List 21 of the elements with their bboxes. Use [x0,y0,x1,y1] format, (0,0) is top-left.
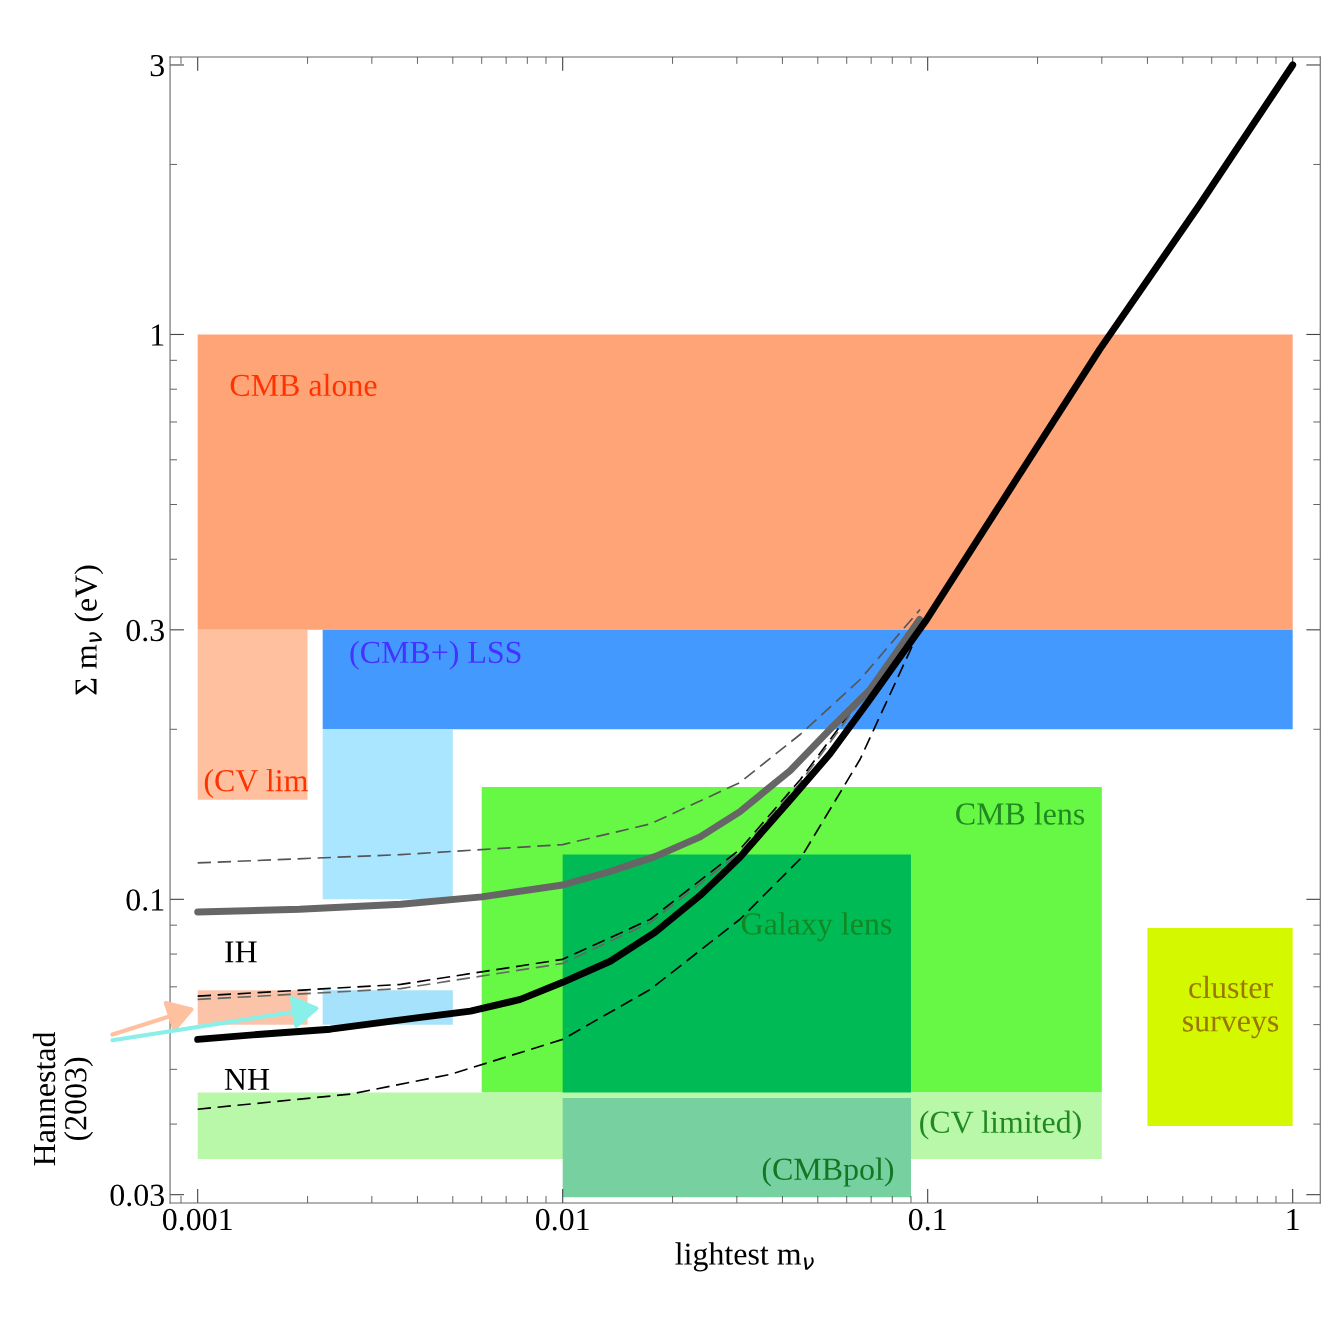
annotation: CMB alone [230,373,377,397]
y-tick-label: 3 [150,54,164,77]
x-axis-title: lightest m$_{ν}$ [675,1242,814,1272]
annotation: CMB lens [956,802,1085,825]
series-label: IH [225,941,257,963]
text: Hannestad (2003) [32,1031,94,1166]
annotation: cluster surveys [1183,975,1279,1039]
x-tick-label: 0.01 [535,1208,589,1231]
y-tick-label: 0.1 [126,889,164,911]
x-tick-label: 0.1 [908,1208,946,1231]
y-tick-label: 0.3 [126,619,164,642]
annotation: (CV limited) [920,1110,1081,1140]
series-label: NH [224,1068,270,1090]
x-tick-label: 1 [1287,1208,1299,1231]
x-tick-label: 0.001 [162,1208,232,1231]
annotation: (CMBpol) [762,1157,894,1187]
y-tick-label: 1 [152,324,164,346]
y-axis-title: Σ m$_{ν}$ (eV) [74,565,104,695]
y-tick-label: 0.03 [110,1184,164,1207]
annotation: (CMB+) LSS [350,640,521,670]
annotation: (CV lim [204,769,308,799]
